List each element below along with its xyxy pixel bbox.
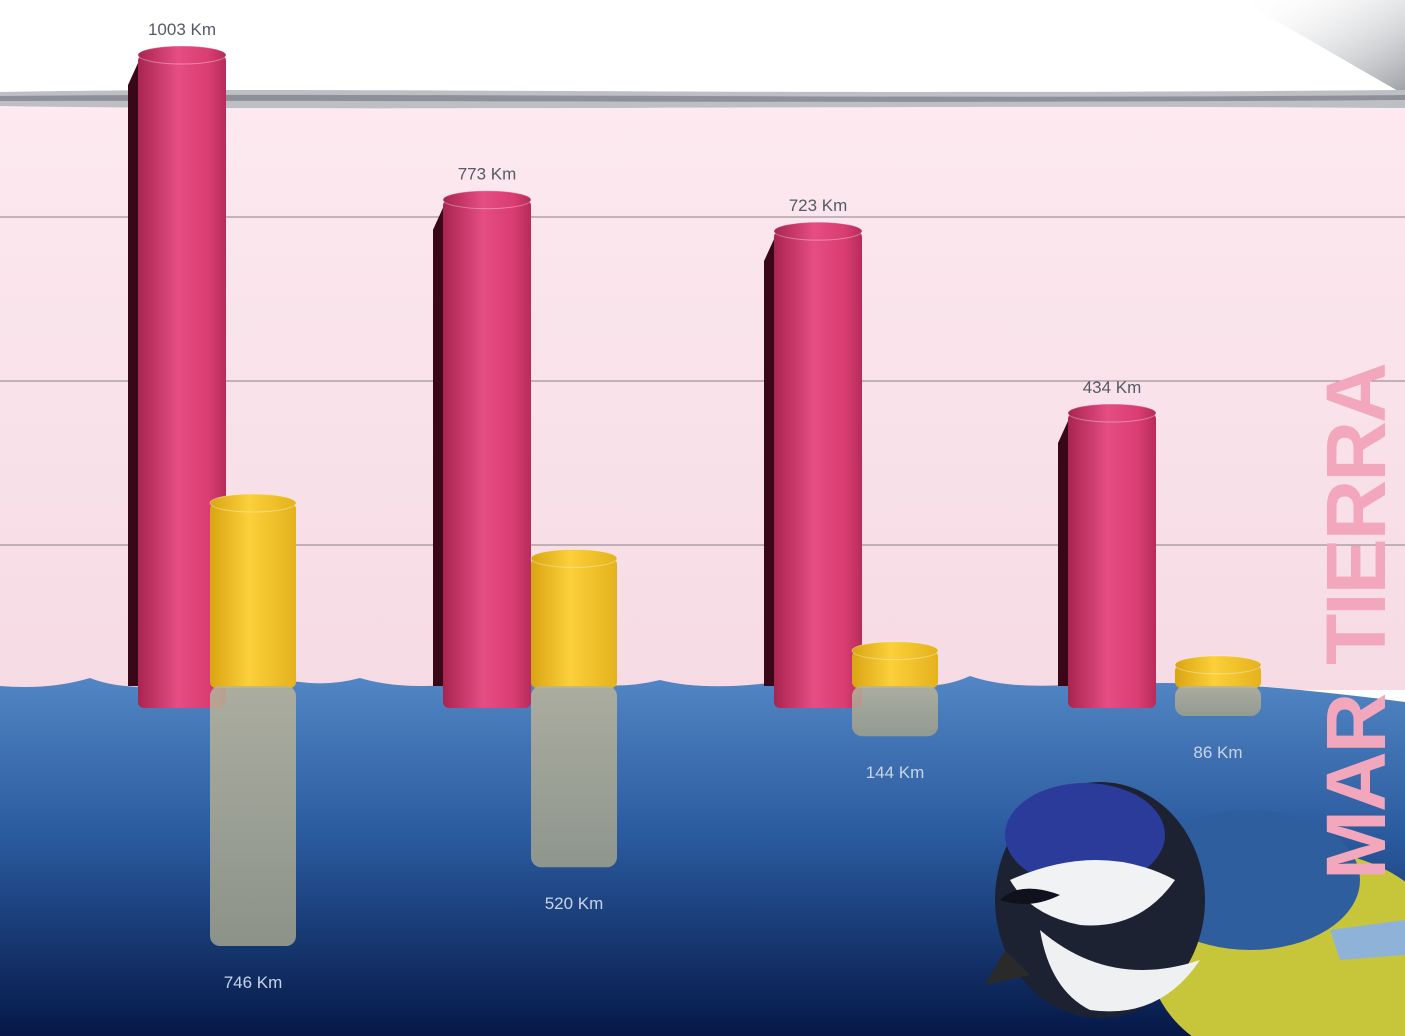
- blue-tit-bird: [985, 782, 1405, 1036]
- yellow-value-label: 86 Km: [1193, 743, 1242, 762]
- pink-bar: [773, 221, 863, 708]
- yellow-value-label: 746 Km: [224, 973, 283, 992]
- yellow-value-label: 520 Km: [545, 894, 604, 913]
- pink-bar-side: [433, 207, 443, 686]
- pink-bar-side: [1058, 420, 1068, 686]
- yellow-bar: [530, 548, 618, 688]
- axis-label-mar: MAR: [1309, 694, 1403, 880]
- pink-bar-side: [128, 63, 138, 686]
- corner-shade: [1240, 0, 1405, 95]
- yellow-bar-underwater: [1175, 686, 1261, 716]
- pink-bar: [137, 45, 227, 708]
- bars-layer: [128, 45, 1262, 946]
- pink-value-label: 773 Km: [458, 165, 517, 184]
- yellow-bar-underwater: [852, 686, 938, 737]
- yellow-bar: [209, 493, 297, 688]
- yellow-bar: [851, 641, 939, 688]
- pink-value-label: 1003 Km: [148, 20, 216, 39]
- pink-bar: [1067, 403, 1157, 708]
- yellow-bar-underwater: [531, 686, 617, 868]
- yellow-bar: [1174, 655, 1262, 688]
- top-margin: [0, 0, 1405, 95]
- yellow-value-label: 144 Km: [866, 763, 925, 782]
- pink-value-label: 723 Km: [789, 196, 848, 215]
- labels-layer: 1003 Km 773 Km 723 Km 434 Km 746 Km 520 Km 144…: [148, 20, 1243, 992]
- brush-stroke-dark: [0, 94, 1405, 102]
- axis-label-tierra: TIERRA: [1309, 364, 1403, 665]
- pink-bar: [442, 190, 532, 708]
- yellow-bar-underwater: [210, 686, 296, 946]
- pink-value-label: 434 Km: [1083, 378, 1142, 397]
- pink-bar-side: [764, 239, 774, 686]
